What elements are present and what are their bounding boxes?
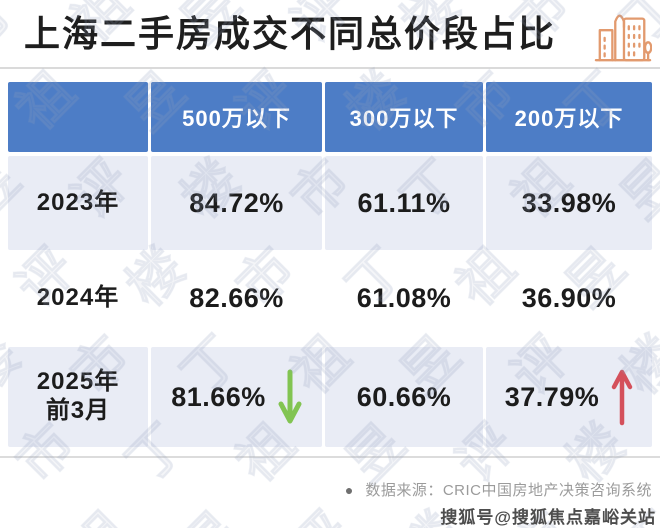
value-cell: 37.79%	[486, 347, 652, 447]
value-cell: 61.11%	[325, 156, 483, 250]
year-cell: 2025年 前3月	[8, 347, 148, 447]
table-row-2024: 2024年 82.66% 61.08% 36.90%	[8, 250, 652, 347]
year-text-line1: 2025年	[36, 368, 120, 396]
value-text: 37.79%	[504, 381, 600, 412]
year-text-line2: 前3月	[45, 397, 111, 424]
value-text: 82.66%	[189, 283, 284, 313]
year-cell: 2023年	[8, 156, 148, 250]
year-label: 2024年	[37, 284, 119, 313]
value-text: 36.90%	[521, 283, 617, 313]
year-label: 2023年	[37, 189, 119, 218]
value-text: 81.66%	[171, 381, 266, 412]
column-header-under-200w: 200万以下	[486, 82, 652, 152]
column-header-label: 300万以下	[349, 106, 459, 131]
table-header-row: 500万以下 300万以下 200万以下	[8, 82, 652, 152]
value-cell: 60.66%	[325, 347, 483, 447]
column-header-under-300w: 300万以下	[325, 82, 483, 152]
value-text: 60.66%	[356, 381, 452, 412]
trend-down-icon	[278, 369, 302, 424]
year-text: 2024年	[36, 284, 120, 312]
sohu-account-watermark: 搜狐号@搜狐焦点嘉峪关站	[440, 508, 656, 527]
table-corner-cell	[8, 82, 148, 152]
trend-up-icon	[612, 369, 633, 426]
value-cell: 61.08%	[325, 250, 483, 347]
value-text: 61.08%	[356, 283, 452, 313]
value-cell: 81.66%	[151, 347, 322, 447]
table-row-2023: 2023年 84.72% 61.11% 33.98%	[8, 156, 652, 250]
column-header-label: 500万以下	[182, 106, 291, 131]
bullet-icon: ●	[344, 481, 354, 498]
value-text: 61.11%	[357, 187, 451, 218]
title-divider	[0, 67, 660, 69]
column-header-under-500w: 500万以下	[151, 82, 322, 152]
column-header-label: 200万以下	[514, 106, 624, 131]
year-cell: 2024年	[8, 250, 148, 347]
price-segment-table: 500万以下 300万以下 200万以下 2023年 84.72% 61.11%…	[8, 82, 652, 447]
value-text: 84.72%	[189, 187, 284, 218]
value-cell: 84.72%	[151, 156, 322, 250]
buildings-icon	[594, 14, 652, 62]
table-row-2025-q1: 2025年 前3月 81.66% 60.66% 37.79%	[8, 347, 652, 447]
value-cell: 33.98%	[486, 156, 652, 250]
data-source-text: 数据来源：CRIC中国房地产决策咨询系统	[365, 482, 652, 499]
table-bottom-divider	[0, 456, 660, 458]
year-text: 2023年	[36, 188, 120, 216]
year-label: 2025年 前3月	[37, 368, 119, 426]
value-cell: 82.66%	[151, 250, 322, 347]
value-text: 33.98%	[521, 187, 617, 218]
value-cell: 36.90%	[486, 250, 652, 347]
page-title: 上海二手房成交不同总价段占比	[24, 13, 557, 54]
data-source-row: ● 数据来源：CRIC中国房地产决策咨询系统	[345, 479, 652, 500]
